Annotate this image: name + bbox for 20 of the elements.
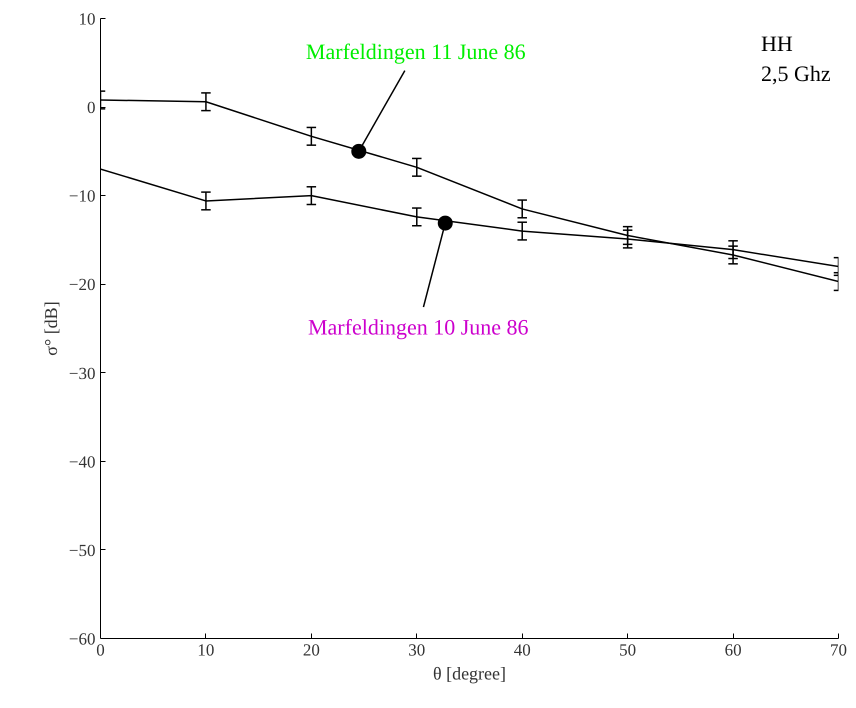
y-tick-label: −50 <box>68 540 96 560</box>
y-tick-label: −60 <box>68 630 96 648</box>
y-tick-label: −10 <box>68 186 96 206</box>
y-tick-label: 0 <box>87 98 96 118</box>
x-tick-label: 30 <box>408 640 426 660</box>
x-tick-label: 60 <box>724 640 742 660</box>
y-tick-label: −30 <box>68 364 96 383</box>
annotation: HH 2,5 Ghz <box>761 30 831 86</box>
annotation: Marfeldingen 10 June 86 <box>308 314 529 340</box>
x-tick-label: 40 <box>514 640 531 660</box>
y-axis-title: σ° [dB] <box>40 301 61 356</box>
y-tick-label: 10 <box>78 10 96 28</box>
x-axis-title: θ [degree] <box>432 664 506 684</box>
x-tick-label: 50 <box>619 640 636 660</box>
y-tick-label: −40 <box>68 452 96 472</box>
annotation: Marfeldingen 11 June 86 <box>306 38 526 64</box>
x-tick-label: 70 <box>830 640 847 660</box>
y-tick-label: −20 <box>68 275 96 294</box>
x-tick-label: 20 <box>302 640 320 660</box>
x-tick-label: 10 <box>197 640 214 660</box>
